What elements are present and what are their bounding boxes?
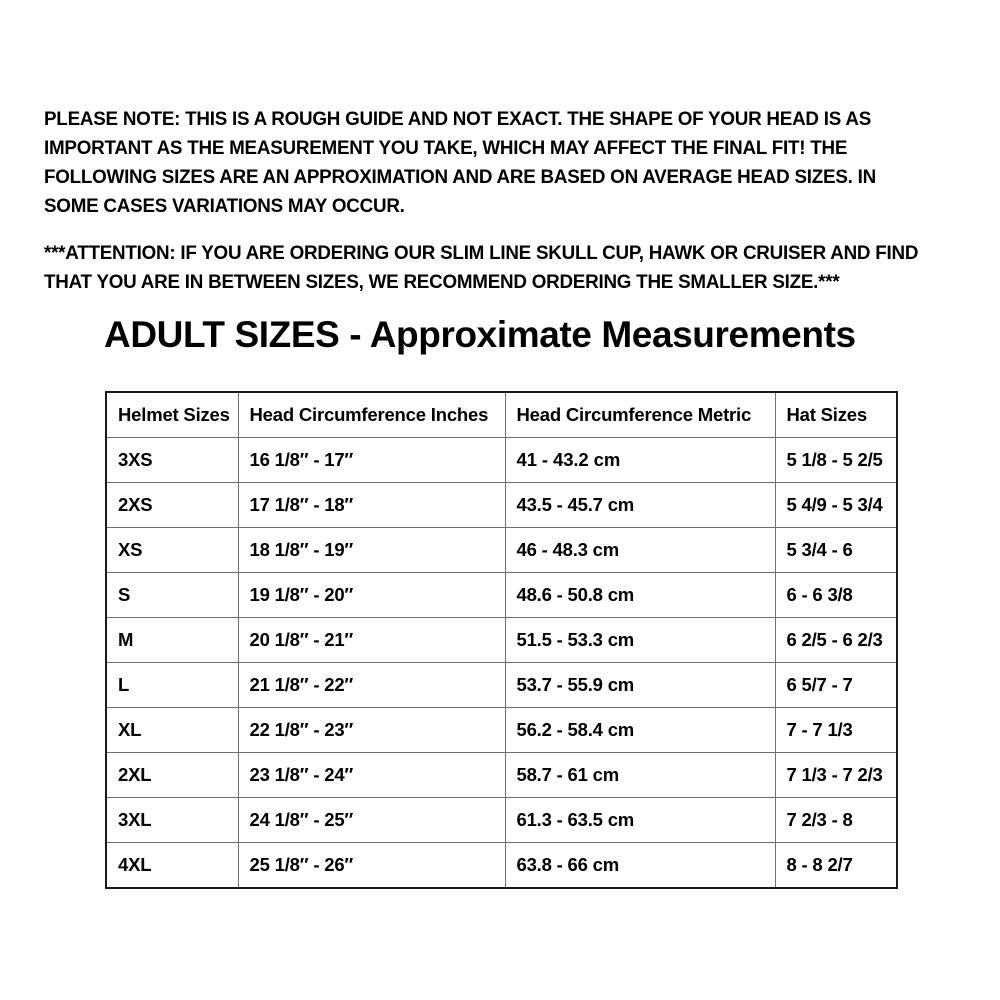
cell-head-circumference-inches: 19 1/8″ - 20″	[238, 572, 506, 618]
cell-head-circumference-metric: 41 - 43.2 cm	[505, 437, 776, 483]
note-paragraph-general: PLEASE NOTE: THIS IS A ROUGH GUIDE AND N…	[44, 108, 876, 217]
cell-hat-size: 6 2/5 - 6 2/3	[775, 617, 897, 663]
cell-head-circumference-inches: 16 1/8″ - 17″	[238, 437, 506, 483]
cell-hat-size: 7 1/3 - 7 2/3	[775, 752, 897, 798]
cell-hat-size: 5 1/8 - 5 2/5	[775, 437, 897, 483]
note-paragraph-attention: ***ATTENTION: IF YOU ARE ORDERING OUR SL…	[44, 242, 919, 293]
cell-hat-size: 5 4/9 - 5 3/4	[775, 482, 897, 528]
size-chart-table: Helmet Sizes Head Circumference Inches H…	[105, 391, 898, 889]
table-body: 3XS 16 1/8″ - 17″ 41 - 43.2 cm 5 1/8 - 5 2/…	[106, 437, 897, 888]
cell-hat-size: 6 - 6 3/8	[775, 572, 897, 618]
table-row: M 20 1/8″ - 21″ 51.5 - 53.3 cm 6 2/5 - 6 2/…	[106, 617, 897, 663]
table-row: L 21 1/8″ - 22″ 53.7 - 55.9 cm 6 5/7 - 7	[106, 662, 897, 708]
column-header-helmet-sizes: Helmet Sizes	[106, 392, 239, 438]
cell-head-circumference-metric: 61.3 - 63.5 cm	[505, 797, 776, 843]
column-header-head-circumference-inches: Head Circumference Inches	[238, 392, 506, 438]
cell-head-circumference-metric: 46 - 48.3 cm	[505, 527, 776, 573]
table-header-row: Helmet Sizes Head Circumference Inches H…	[106, 392, 897, 438]
table-row: 3XS 16 1/8″ - 17″ 41 - 43.2 cm 5 1/8 - 5 2/…	[106, 437, 897, 483]
cell-head-circumference-inches: 21 1/8″ - 22″	[238, 662, 506, 708]
cell-head-circumference-metric: 43.5 - 45.7 cm	[505, 482, 776, 528]
cell-helmet-size: XS	[106, 527, 239, 573]
cell-head-circumference-metric: 58.7 - 61 cm	[505, 752, 776, 798]
cell-helmet-size: 3XS	[106, 437, 239, 483]
cell-head-circumference-metric: 56.2 - 58.4 cm	[505, 707, 776, 753]
cell-helmet-size: 3XL	[106, 797, 239, 843]
cell-head-circumference-inches: 22 1/8″ - 23″	[238, 707, 506, 753]
table-row: 4XL 25 1/8″ - 26″ 63.8 - 66 cm 8 - 8 2/7	[106, 842, 897, 888]
cell-hat-size: 8 - 8 2/7	[786, 854, 853, 875]
cell-hat-size: 5 3/4 - 6	[775, 527, 897, 573]
cell-helmet-size: S	[106, 572, 239, 618]
cell-head-circumference-metric: 63.8 - 66 cm	[505, 842, 776, 888]
table-row: S 19 1/8″ - 20″ 48.6 - 50.8 cm 6 - 6 3/8	[106, 572, 897, 618]
cell-helmet-size: 4XL	[106, 842, 239, 888]
table-row: 3XL 24 1/8″ - 25″ 61.3 - 63.5 cm 7 2/3 - 8	[106, 797, 897, 843]
cell-head-circumference-metric: 48.6 - 50.8 cm	[505, 572, 776, 618]
disclaimer-notes: PLEASE NOTE: THIS IS A ROUGH GUIDE AND N…	[44, 105, 956, 297]
cell-head-circumference-inches: 24 1/8″ - 25″	[238, 797, 506, 843]
table-row: 2XL 23 1/8″ - 24″ 58.7 - 61 cm 7 1/3 - 7 2/…	[106, 752, 897, 798]
table-row: XS 18 1/8″ - 19″ 46 - 48.3 cm 5 3/4 - 6	[106, 527, 897, 573]
table-header: Helmet Sizes Head Circumference Inches H…	[106, 392, 897, 438]
cell-head-circumference-inches: 23 1/8″ - 24″	[238, 752, 506, 798]
cell-head-circumference-inches: 18 1/8″ - 19″	[238, 527, 506, 573]
column-header-hat-sizes: Hat Sizes	[775, 392, 897, 438]
page-title: ADULT SIZES - Approximate Measurements	[104, 314, 856, 355]
cell-head-circumference-inches: 20 1/8″ - 21″	[238, 617, 506, 663]
cell-hat-size: 6 5/7 - 7	[775, 662, 897, 708]
cell-head-circumference-metric: 53.7 - 55.9 cm	[505, 662, 776, 708]
cell-helmet-size: 2XS	[106, 482, 239, 528]
table-row: XL 22 1/8″ - 23″ 56.2 - 58.4 cm 7 - 7 1/3	[106, 707, 897, 753]
cell-helmet-size: M	[106, 617, 239, 663]
table-row: 2XS 17 1/8″ - 18″ 43.5 - 45.7 cm 5 4/9 - 5 …	[106, 482, 897, 528]
cell-helmet-size: 2XL	[106, 752, 239, 798]
cell-helmet-size: L	[106, 662, 239, 708]
cell-head-circumference-inches: 25 1/8″ - 26″	[238, 842, 506, 888]
column-header-head-circumference-metric: Head Circumference Metric	[505, 392, 776, 438]
cell-helmet-size: XL	[106, 707, 239, 753]
cell-hat-size: 7 2/3 - 8	[775, 797, 897, 843]
cell-head-circumference-inches: 17 1/8″ - 18″	[238, 482, 506, 528]
cell-head-circumference-metric: 51.5 - 53.3 cm	[505, 617, 776, 663]
size-chart-table-container: Helmet Sizes Head Circumference Inches H…	[105, 391, 898, 889]
cell-hat-size: 7 - 7 1/3	[775, 707, 897, 753]
